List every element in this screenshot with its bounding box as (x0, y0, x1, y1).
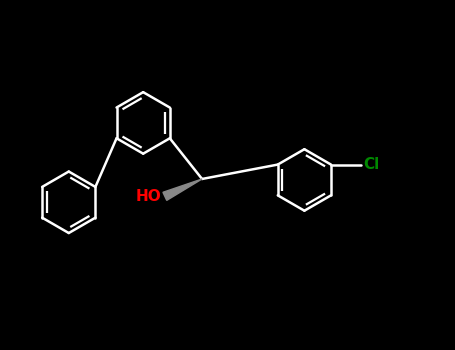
Text: Cl: Cl (363, 157, 379, 172)
Text: HO: HO (135, 189, 161, 204)
Polygon shape (163, 179, 202, 200)
